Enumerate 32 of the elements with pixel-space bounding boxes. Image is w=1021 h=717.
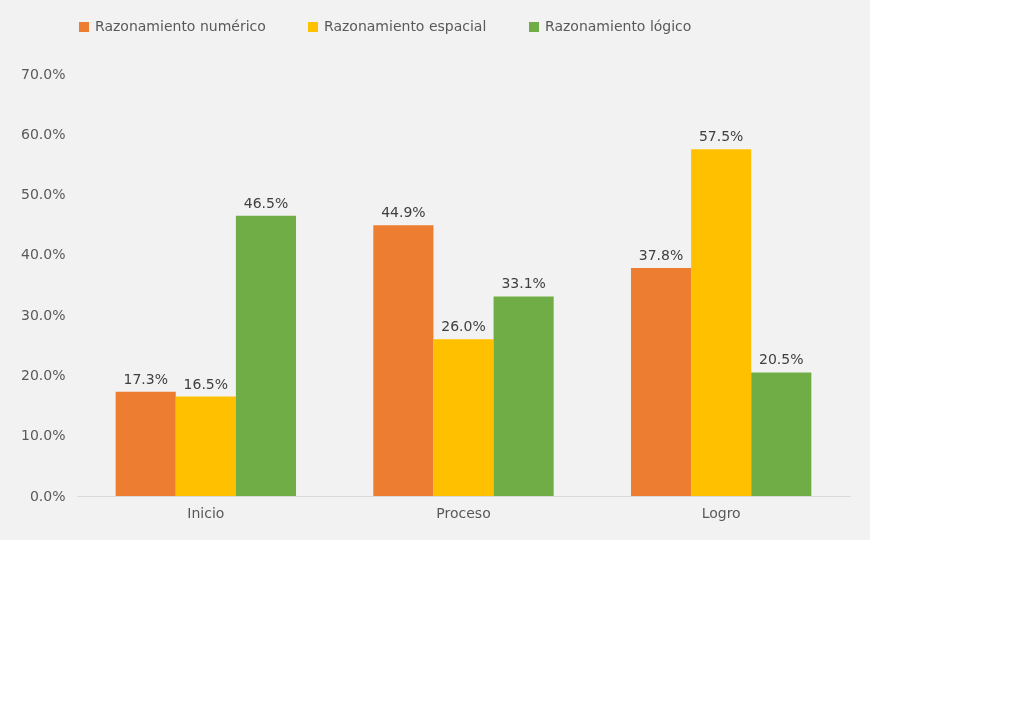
bar	[235, 215, 297, 496]
data-label: 57.5%	[698, 128, 744, 145]
x-tick-label: Logro	[701, 504, 741, 521]
x-tick-label: Inicio	[187, 504, 225, 521]
bar	[691, 149, 752, 496]
y-tick-label: 60.0%	[21, 125, 66, 142]
bar	[373, 225, 434, 496]
data-label: 16.5%	[183, 375, 229, 392]
legend-label: Razonamiento lógico	[545, 18, 692, 34]
data-label: 26.0%	[441, 318, 486, 335]
data-label: 17.3%	[123, 370, 168, 387]
bar	[175, 396, 236, 496]
y-tick-label: 50.0%	[21, 186, 66, 203]
x-tick-label: Proceso	[436, 504, 491, 521]
legend-label: Razonamiento numérico	[95, 18, 266, 34]
bar	[115, 391, 176, 496]
y-tick-label: 10.0%	[21, 427, 66, 444]
data-label: 46.5%	[243, 194, 289, 211]
bar	[493, 296, 554, 496]
y-tick-label: 40.0%	[21, 246, 66, 263]
y-tick-label: 30.0%	[21, 306, 66, 323]
y-tick-label: 0.0%	[29, 487, 66, 504]
legend-label: Razonamiento espacial	[324, 18, 487, 34]
bar	[751, 372, 812, 496]
bar	[433, 339, 494, 496]
data-label: 37.8%	[638, 247, 684, 264]
y-tick-label: 20.0%	[21, 366, 66, 383]
bar	[630, 268, 692, 496]
data-label: 20.5%	[759, 351, 804, 368]
data-label: 33.1%	[501, 275, 546, 292]
data-label: 44.9%	[381, 204, 426, 221]
y-tick-label: 70.0%	[21, 65, 66, 82]
